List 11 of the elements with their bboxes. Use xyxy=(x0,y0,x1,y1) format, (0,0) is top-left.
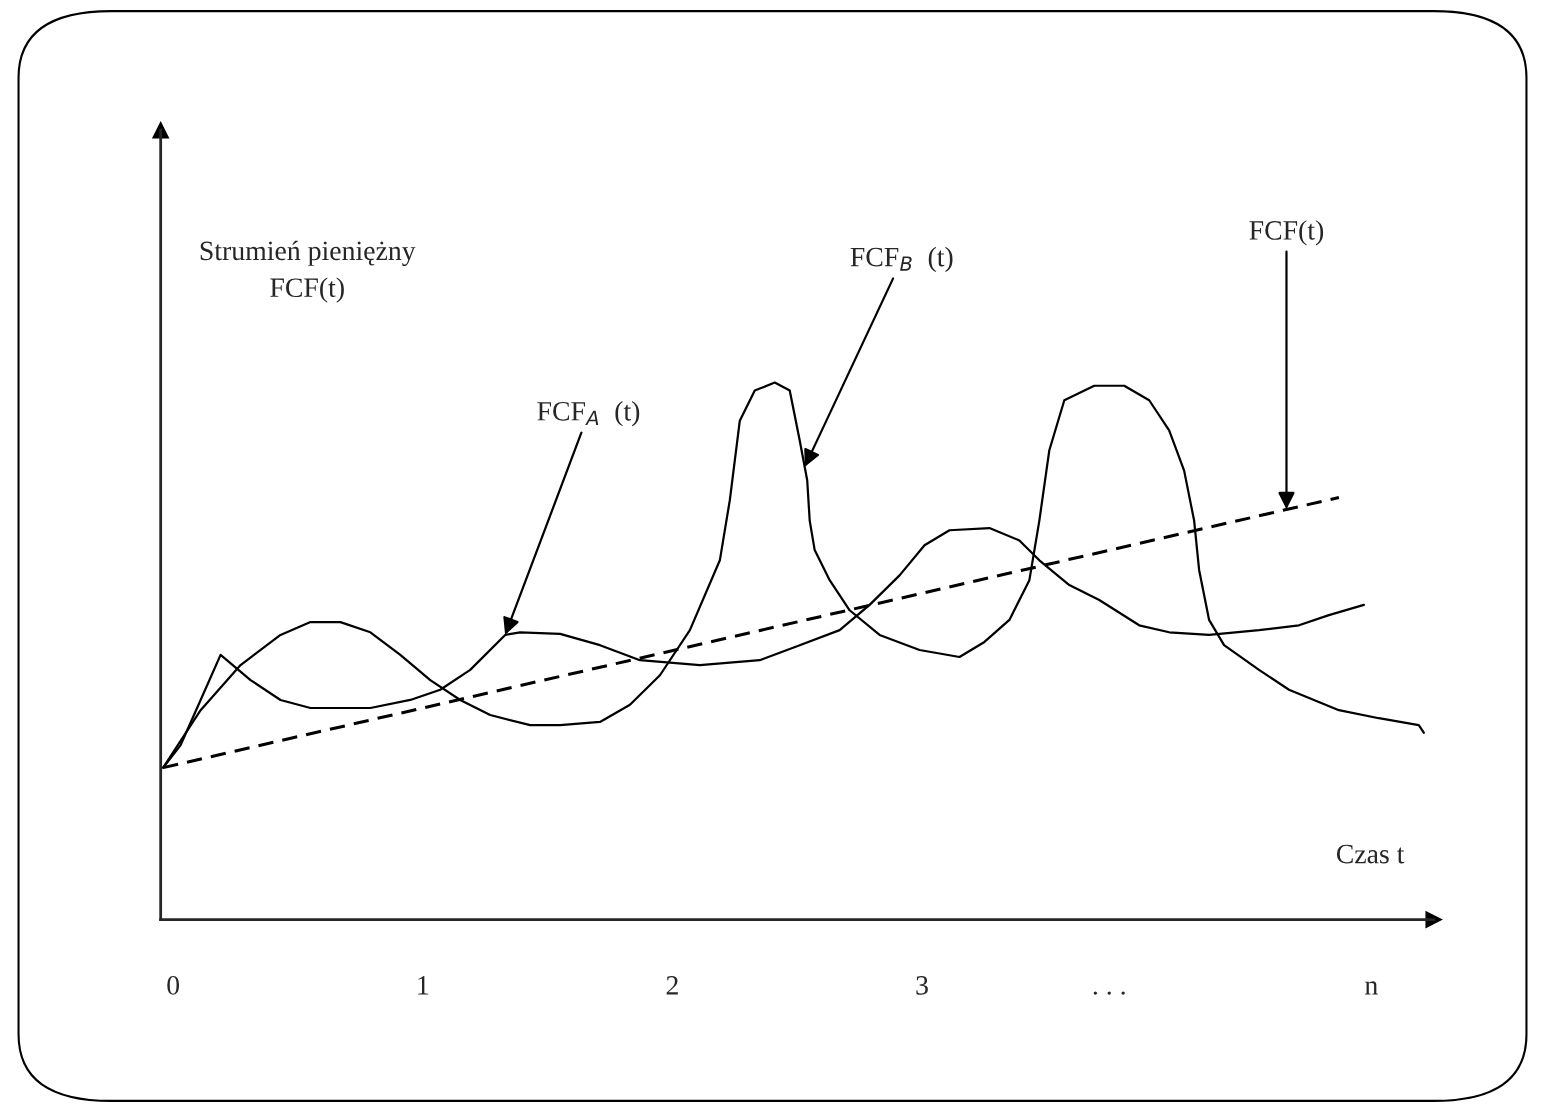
annotation: FCF(t) xyxy=(1249,220,1324,246)
x-tick-label: n xyxy=(1365,981,1378,995)
x-tick-label: . . . xyxy=(1093,991,1125,995)
x-axis-title: Czas t xyxy=(1336,844,1405,864)
x-tick-label: 3 xyxy=(916,976,928,995)
x-tick-label: 0 xyxy=(167,975,180,995)
annotation: FCF$_{A}$ (t) xyxy=(537,401,640,427)
y-axis-title: Strumień pieniężny FCF(t) xyxy=(200,240,416,303)
x-tick-label: 1 xyxy=(418,976,429,995)
x-tick-label: 2 xyxy=(666,976,678,995)
annotation: FCF$_{B}$ (t) xyxy=(850,246,953,273)
